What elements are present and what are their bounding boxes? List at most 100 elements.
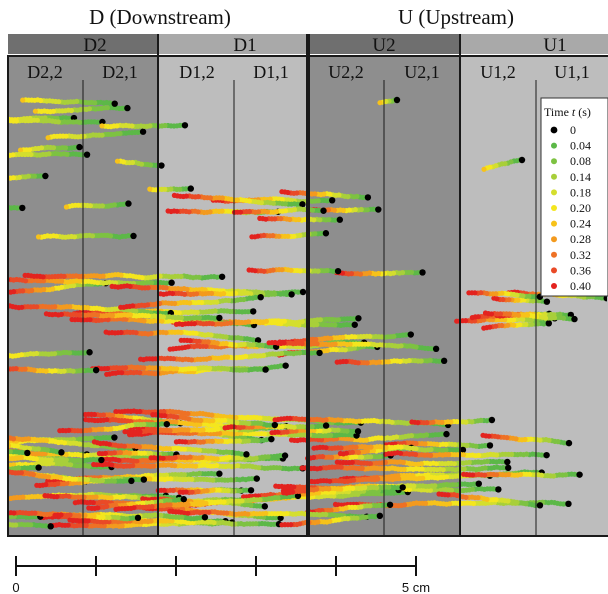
- trajectory-point: [63, 204, 69, 210]
- trajectory-point: [9, 289, 14, 295]
- trajectory-point: [246, 267, 252, 273]
- trajectory-start: [168, 279, 175, 286]
- trajectory-point: [9, 289, 11, 295]
- trajectory-point: [0, 454, 1, 459]
- trajectory-start: [218, 273, 226, 280]
- trajectory-point: [82, 411, 89, 418]
- trajectory-start: [99, 118, 106, 126]
- trajectory-point: [9, 367, 10, 372]
- trajectory-point: [99, 123, 105, 129]
- trajectory-start: [386, 501, 394, 508]
- trajectory-point: [0, 441, 2, 446]
- trajectory-start: [124, 104, 131, 112]
- trajectory-point: [0, 119, 1, 124]
- trajectory-point: [0, 277, 4, 282]
- trajectory-point: [0, 434, 4, 439]
- trajectory-start: [180, 496, 187, 503]
- trajectory-point: [114, 158, 121, 164]
- trajectory-start: [92, 366, 100, 374]
- trajectory-start: [58, 449, 65, 456]
- trajectory-point: [273, 483, 279, 489]
- trajectory-point: [0, 205, 2, 210]
- trajectory-start: [111, 100, 118, 107]
- trajectory-point: [0, 462, 4, 467]
- trajectory-point: [0, 457, 3, 462]
- trajectory-point: [272, 417, 278, 423]
- trajectory-point: [288, 437, 295, 443]
- trajectory-point: [0, 438, 4, 443]
- trajectory-start: [83, 151, 91, 158]
- trajectory-start: [419, 269, 426, 276]
- trajectory-start: [495, 486, 502, 493]
- trajectory-point: [0, 277, 1, 282]
- trajectory-point: [9, 118, 10, 123]
- trajectory-point: [45, 135, 51, 141]
- trajectory-point: [481, 325, 487, 331]
- trajectory-point: [173, 439, 179, 445]
- trajectory-point: [454, 318, 460, 324]
- trajectory-point: [2, 434, 7, 439]
- zone-label-d1: D1: [233, 35, 256, 56]
- trajectory-point: [0, 153, 1, 158]
- zone-label-u2: U2: [372, 35, 395, 56]
- trajectory-point: [0, 434, 1, 439]
- trajectory-point: [1, 447, 6, 452]
- particle-trajectories: [0, 96, 607, 530]
- trajectory-point: [2, 462, 7, 467]
- trajectory-start: [299, 201, 306, 208]
- trajectory-start: [262, 366, 269, 373]
- trajectory-point: [20, 97, 26, 103]
- zone-label-d2: D2: [83, 35, 106, 56]
- trajectory-start: [545, 320, 552, 327]
- trajectory-point: [103, 329, 109, 335]
- trajectory-point: [67, 517, 73, 523]
- trajectory-point: [2, 367, 7, 372]
- trajectory-start: [316, 349, 323, 357]
- trajectory-start: [130, 232, 137, 240]
- trajectory-point: [72, 500, 78, 506]
- trajectory-point: [9, 153, 10, 158]
- trajectory-start: [565, 439, 573, 447]
- trajectory-start: [299, 288, 307, 296]
- trajectory-point: [69, 316, 75, 323]
- trajectory-point: [249, 234, 255, 240]
- trajectory-start: [19, 204, 26, 212]
- trajectory-point: [32, 108, 39, 114]
- trajectory-point: [35, 234, 42, 240]
- zone-header-u1: [460, 34, 608, 54]
- trajectory-start: [443, 430, 450, 438]
- trajectory-start: [543, 298, 551, 305]
- trajectory-point: [9, 118, 13, 124]
- trajectory-point: [1, 467, 6, 472]
- trajectory-point: [461, 471, 467, 477]
- trajectory-point: [266, 340, 272, 346]
- trajectory-start: [128, 477, 135, 485]
- trajectory-point: [0, 468, 2, 473]
- trajectory-point: [1, 153, 6, 158]
- trajectory-point: [0, 439, 1, 444]
- trajectory-point: [334, 459, 340, 465]
- trajectory-start: [334, 267, 342, 275]
- upstream-header: U (Upstream): [398, 5, 514, 29]
- trajectory-point: [138, 356, 144, 362]
- trajectory-point: [9, 354, 10, 357]
- trajectory-point: [122, 429, 128, 435]
- trajectory-point: [22, 272, 28, 278]
- trajectory-start: [336, 216, 344, 223]
- trajectory-start: [47, 523, 54, 530]
- trajectory-point: [0, 462, 1, 467]
- trajectory-point: [491, 295, 497, 301]
- trajectory-point: [34, 482, 40, 488]
- trajectory-point: [0, 366, 4, 371]
- trajectory-point: [2, 290, 7, 295]
- trajectory-start: [351, 321, 358, 328]
- trajectory-point: [2, 277, 7, 282]
- trajectory-point: [0, 353, 3, 358]
- trajectory-point: [0, 454, 3, 459]
- trajectory-point: [2, 118, 7, 123]
- trajectory-start: [504, 458, 511, 466]
- trajectory-start: [140, 476, 148, 483]
- trajectory-point: [9, 176, 10, 181]
- trajectory-point: [9, 277, 14, 283]
- trajectory-point: [109, 283, 115, 289]
